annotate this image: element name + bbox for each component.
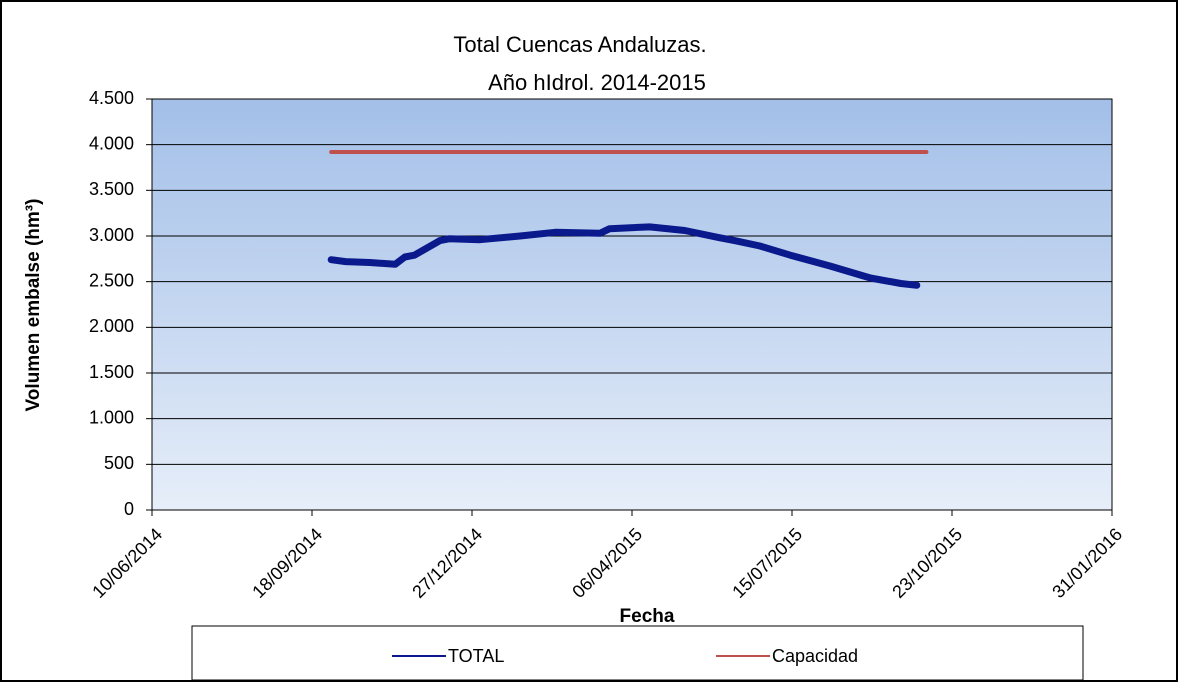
y-tick-label: 4.500: [89, 88, 134, 108]
y-tick-label: 2.500: [89, 270, 134, 290]
legend: [191, 625, 1084, 681]
y-tick-label: 3.000: [89, 225, 134, 245]
y-tick-label: 3.500: [89, 179, 134, 199]
y-tick-label: 500: [104, 453, 134, 473]
legend-label: Capacidad: [772, 646, 858, 666]
series-line: [327, 223, 921, 289]
x-axis-label: Fecha: [620, 606, 675, 627]
y-tick-label: 4.000: [89, 133, 134, 153]
y-tick-label: 1.500: [89, 362, 134, 382]
y-tick-label: 2.000: [89, 316, 134, 336]
y-tick-label: 0: [124, 499, 134, 519]
plot-area: [151, 98, 1113, 511]
y-axis-label: Volumen embalse (hm³): [23, 199, 44, 412]
y-tick-label: 1.000: [89, 407, 134, 427]
chart-title: Total Cuencas Andaluzas.: [453, 32, 706, 57]
legend-label: TOTAL: [448, 646, 504, 666]
chart-title: Año hIdrol. 2014-2015: [488, 70, 706, 95]
